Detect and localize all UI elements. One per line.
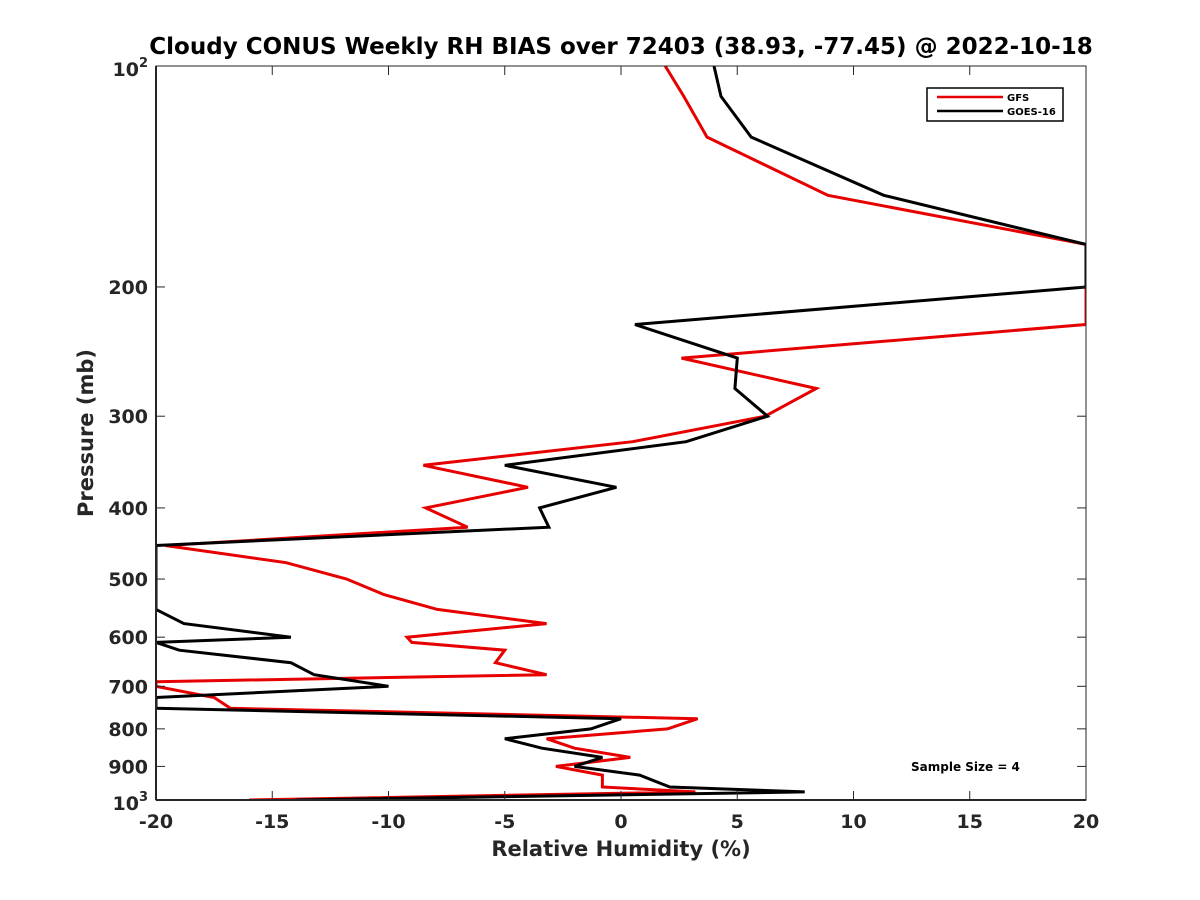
y-top-tick-label: 102 (113, 56, 149, 81)
y-axis-label: Pressure (mb) (74, 349, 98, 517)
x-tick-label: 10 (840, 811, 866, 833)
legend: GFS GOES-16 (926, 87, 1064, 122)
y-tick-label: 200 (108, 277, 148, 299)
y-tick-label: 500 (108, 569, 148, 591)
y-tick-label: 800 (108, 719, 148, 741)
legend-label-gfs: GFS (1007, 93, 1029, 104)
series-line-gfs (156, 66, 1086, 800)
y-bottom-tick-base: 10 (113, 793, 139, 815)
y-tick-label: 700 (108, 676, 148, 698)
x-tick-label: -10 (371, 811, 405, 833)
y-bottom-tick-exponent: 3 (139, 790, 148, 805)
legend-label-goes-16: GOES-16 (1007, 107, 1056, 118)
series-layer (156, 66, 1086, 800)
y-bottom-tick-label: 103 (113, 790, 149, 815)
y-tick-label: 300 (108, 406, 148, 428)
y-top-tick-base: 10 (113, 59, 139, 81)
sample-size-annotation: Sample Size = 4 (911, 760, 1020, 774)
x-tick-label: -15 (255, 811, 289, 833)
legend-box (926, 87, 1064, 122)
x-tick-label: 15 (957, 811, 983, 833)
y-tick-label: 400 (108, 498, 148, 520)
x-tick-label: 20 (1073, 811, 1099, 833)
x-tick-label: -5 (494, 811, 515, 833)
x-axis-ticks: -20 -15 -10 -5 0 5 10 15 20 (139, 66, 1099, 833)
chart-title: Cloudy CONUS Weekly RH BIAS over 72403 (… (149, 34, 1092, 60)
y-tick-label: 600 (108, 627, 148, 649)
x-tick-label: 5 (731, 811, 744, 833)
x-axis-label: Relative Humidity (%) (491, 837, 750, 861)
series-line-goes-16 (156, 66, 1086, 800)
x-tick-label: 0 (614, 811, 627, 833)
y-axis-ticks: 200 300 400 500 600 700 800 900 (108, 65, 1086, 801)
y-tick-label: 900 (108, 756, 148, 778)
y-top-tick-exponent: 2 (139, 56, 148, 71)
x-tick-label: -20 (139, 811, 173, 833)
